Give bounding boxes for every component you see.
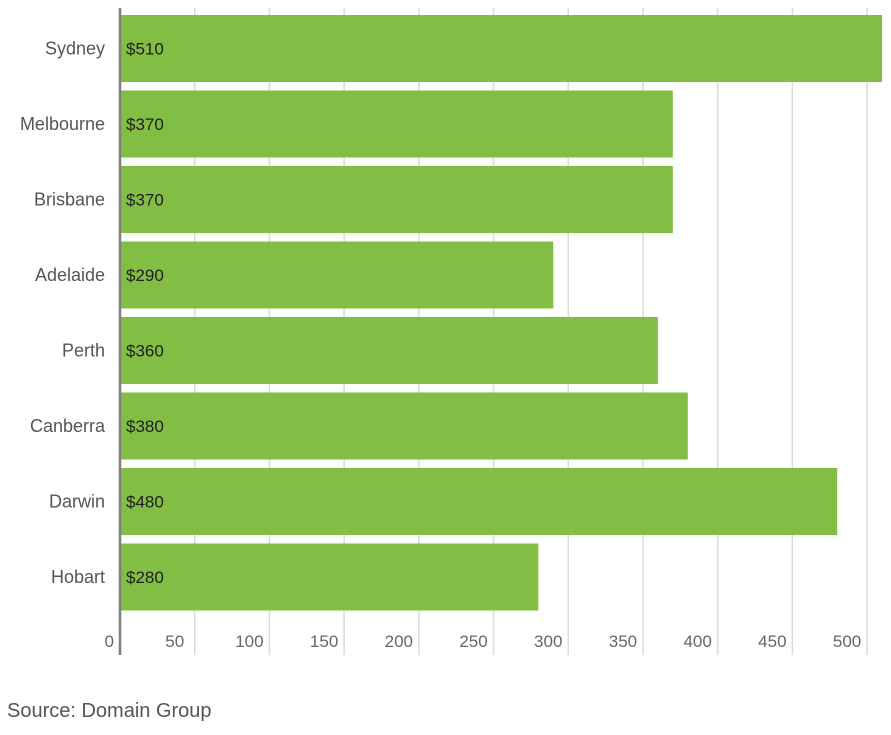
data-label-adelaide: $290 [126,266,164,285]
labels: 0 50 100 150 200 250 300 350 400 450 500 Sydney $510… [20,39,861,652]
data-label-melbourne: $370 [126,115,164,134]
bar-darwin [120,468,838,535]
x-tick-label-50: 50 [165,632,184,651]
x-tick-label-350: 350 [609,632,637,651]
data-label-canberra: $380 [126,417,164,436]
x-tick-label-500: 500 [833,632,861,651]
source-note: Source: Domain Group [7,700,212,722]
data-label-sydney: $510 [126,40,164,59]
category-label-canberra: Canberra [30,416,106,436]
category-label-darwin: Darwin [49,492,105,512]
bar-canberra [120,392,688,460]
x-tick-label-150: 150 [310,632,338,651]
bar-melbourne [120,90,673,158]
bar-sydney [120,15,882,82]
bar-adelaide [120,241,554,309]
data-label-perth: $360 [126,342,164,361]
x-tick-label-300: 300 [534,632,562,651]
category-label-melbourne: Melbourne [20,114,105,134]
data-label-brisbane: $370 [126,191,164,210]
x-tick-label-450: 450 [758,632,786,651]
x-tick-label-400: 400 [683,632,711,651]
bar-brisbane [120,166,673,233]
category-label-perth: Perth [62,341,105,361]
category-label-adelaide: Adelaide [35,265,105,285]
x-tick-label-200: 200 [385,632,413,651]
x-tick-label-0: 0 [105,632,114,651]
data-label-hobart: $280 [126,568,164,587]
bar-perth [120,317,658,384]
category-label-sydney: Sydney [45,39,105,59]
data-label-darwin: $480 [126,493,164,512]
bars [120,15,882,611]
category-label-hobart: Hobart [51,567,105,587]
bar-hobart [120,543,539,611]
x-tick-label-250: 250 [459,632,487,651]
x-tick-label-100: 100 [235,632,263,651]
category-label-brisbane: Brisbane [34,190,105,210]
